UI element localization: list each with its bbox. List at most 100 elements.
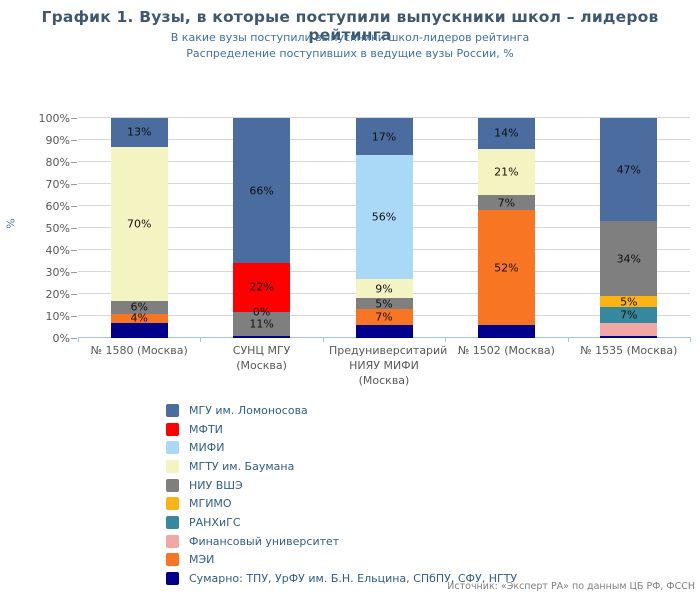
plot-area: 4% 6% 70% 13% 11% 0% 22% 66% 7% 5% 9% 56% 17% 52% 7% 21… [78, 117, 691, 342]
y-tick-mark [71, 316, 77, 317]
y-tick-mark [71, 294, 77, 295]
x-category-label: Предуниверситарий НИЯУ МИФИ (Москва) [329, 344, 448, 387]
x-axis-tick [322, 337, 324, 342]
bar-segment-mei [477, 210, 535, 325]
y-tick-mark [71, 184, 77, 185]
bar-segment-sum [110, 322, 168, 338]
y-tick-mark [71, 206, 77, 207]
bar-segment-mgu [233, 118, 291, 264]
legend-item-sum: Сумарно: ТПУ, УрФУ им. Б.Н. Ельцина, СПб… [166, 569, 517, 588]
x-axis-tick [567, 337, 569, 342]
y-tick-mark [71, 338, 77, 339]
bar-segment-sum [600, 335, 658, 338]
bar-segment-vshe [477, 195, 535, 211]
x-category-label: № 1580 (Москва) [90, 344, 188, 357]
bar-segment-mgtu [355, 278, 413, 299]
bar-4: 52% 7% 21% 14% [477, 118, 535, 338]
bar-1: 4% 6% 70% 13% [110, 118, 168, 338]
bar-segment-mei [355, 309, 413, 325]
y-tick-mark [71, 162, 77, 163]
bar-5: 7% 5% 34% 47% [600, 118, 658, 338]
y-tick-mark [71, 272, 77, 273]
bar-3: 7% 5% 9% 56% 17% [355, 118, 413, 338]
legend-item-vshe: НИУ ВШЭ [166, 476, 517, 495]
bar-segment-mfti [233, 263, 291, 312]
y-tick-mark [71, 250, 77, 251]
y-tick-mark [71, 118, 77, 119]
legend-swatch-mei [166, 553, 179, 567]
bar-segment-mgu [477, 118, 535, 149]
x-axis-tick [690, 337, 691, 342]
bar-segment-vshe [110, 300, 168, 314]
y-tick-label: 70% [45, 177, 70, 191]
legend-swatch-mfti [166, 422, 179, 436]
x-axis-tick [445, 337, 447, 342]
source-note: Источник: «Эксперт РА» по данным ЦБ РФ, … [447, 581, 695, 592]
legend-item-ranhigs: РАНХиГС [166, 513, 517, 532]
legend-swatch-mgimo [166, 497, 179, 511]
bar-segment-sum [355, 324, 413, 338]
legend-swatch-finun [166, 534, 179, 548]
legend-label: МЭИ [189, 553, 215, 567]
legend-item-mgu: МГУ им. Ломоносова [166, 401, 517, 420]
legend-item-mfti: МФТИ [166, 420, 517, 439]
legend-item-finun: Финансовый университет [166, 532, 517, 551]
legend-label: Сумарно: ТПУ, УрФУ им. Б.Н. Ельцина, СПб… [189, 572, 518, 586]
bar-segment-mifi [355, 155, 413, 279]
legend-swatch-vshe [166, 478, 179, 492]
grid-line [78, 117, 690, 118]
y-tick-label: 100% [38, 111, 70, 125]
legend-item-mgtu: МГТУ им. Баумана [166, 457, 517, 476]
x-axis-tick [200, 337, 202, 342]
legend-swatch-mgu [166, 403, 179, 417]
bar-2: 11% 0% 22% 66% [233, 118, 291, 338]
y-tick-mark [71, 228, 77, 229]
y-tick-label: 50% [45, 221, 70, 235]
bar-segment-mgu [355, 118, 413, 156]
y-tick-label: 40% [45, 243, 70, 257]
bar-segment-mgtu [110, 146, 168, 301]
legend-swatch-mifi [166, 441, 179, 455]
x-category-label: № 1502 (Москва) [457, 344, 555, 357]
legend-item-mei: МЭИ [166, 551, 517, 570]
y-tick-label: 80% [45, 155, 70, 169]
legend-label: РАНХиГС [189, 515, 241, 529]
legend-label: Финансовый университет [189, 534, 340, 548]
legend-label: МГТУ им. Баумана [189, 459, 295, 473]
legend-label: МИФИ [189, 441, 225, 455]
legend-label: МФТИ [189, 422, 223, 436]
legend-swatch-sum [166, 572, 179, 586]
legend-item-mgimo: МГИМО [166, 494, 517, 513]
bar-segment-ranhigs [600, 307, 658, 323]
legend-item-mifi: МИФИ [166, 438, 517, 457]
y-tick-label: 20% [45, 287, 70, 301]
y-tick-label: 60% [45, 199, 70, 213]
legend-label: МГУ им. Ломоносова [189, 403, 308, 417]
x-category-label: № 1535 (Москва) [580, 344, 678, 357]
y-tick-label: 0% [52, 331, 70, 345]
chart-subtitle-1: В какие вузы поступили выпускники школ-л… [170, 31, 530, 44]
chart-subtitle-2: Распределение поступивших в ведущие вузы… [186, 47, 514, 60]
legend: МГУ им. Ломоносова МФТИ МИФИ МГТУ им. Баума… [166, 401, 517, 588]
y-tick-label: 10% [45, 309, 70, 323]
bar-segment-mgimo [600, 296, 658, 308]
legend-label: МГИМО [189, 497, 232, 511]
y-tick-label: 30% [45, 265, 70, 279]
legend-swatch-ranhigs [166, 515, 179, 529]
legend-label: НИУ ВШЭ [189, 478, 243, 492]
bar-segment-sum [233, 335, 291, 338]
y-tick-label: 90% [45, 133, 70, 147]
legend-swatch-mgtu [166, 459, 179, 473]
bar-segment-finun [600, 322, 658, 336]
bar-segment-mei [110, 313, 168, 323]
bar-segment-mgu [110, 118, 168, 147]
bar-segment-mgu [600, 118, 658, 222]
bar-segment-vshe [355, 298, 413, 310]
chart-title: График 1. Вузы, в которые поступили выпу… [41, 8, 659, 44]
bar-segment-mgtu [477, 148, 535, 195]
bar-segment-vshe [233, 311, 291, 336]
bar-segment-sum [477, 324, 535, 338]
x-category-label: СУНЦ МГУ (Москва) [232, 344, 291, 372]
bar-segment-vshe [600, 221, 658, 297]
